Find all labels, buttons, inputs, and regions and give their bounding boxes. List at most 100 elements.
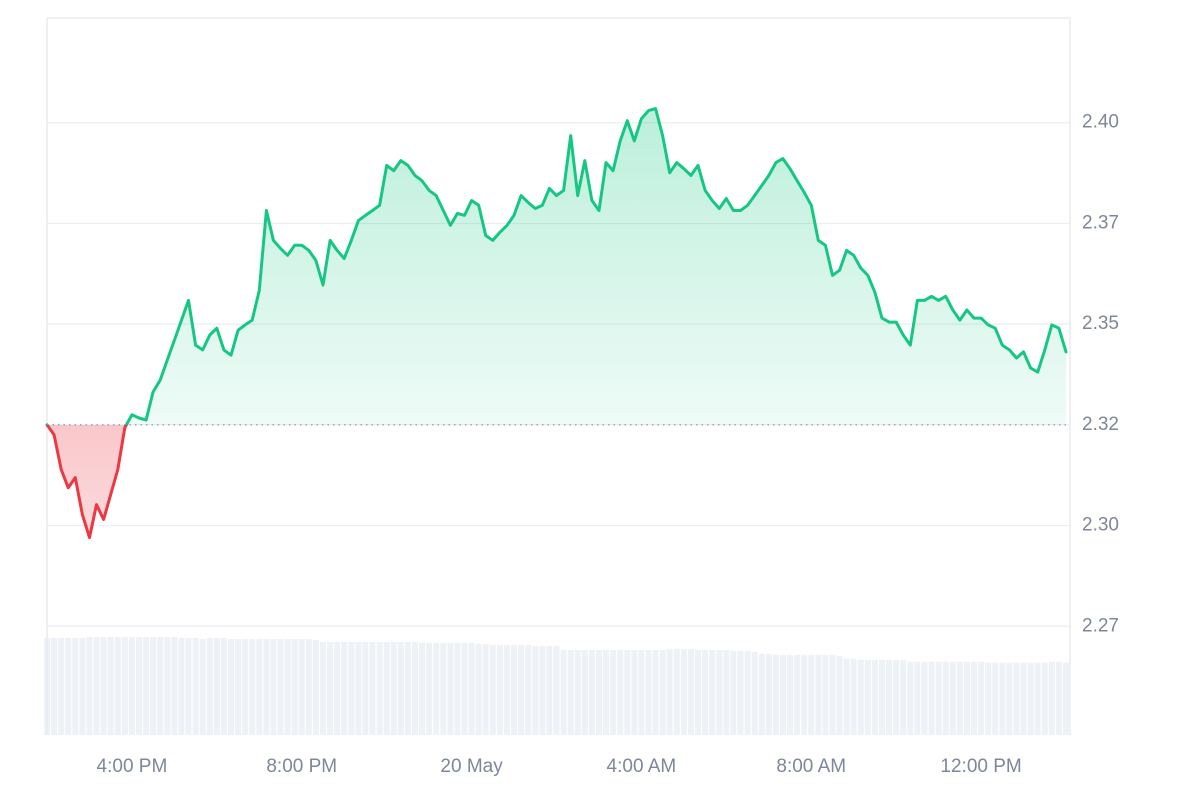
x-tick-label: 8:00 PM xyxy=(266,756,337,777)
volume-bar xyxy=(270,638,277,735)
volume-bar xyxy=(673,648,680,735)
volume-bar xyxy=(419,642,426,735)
volume-bar xyxy=(631,649,638,735)
volume-bar xyxy=(192,637,199,735)
volume-layer xyxy=(44,637,1069,735)
volume-bar xyxy=(624,649,631,735)
volume-bar xyxy=(794,654,801,735)
volume-bar xyxy=(121,637,128,735)
volume-bar xyxy=(390,641,397,735)
volume-bar xyxy=(765,653,772,735)
volume-bar xyxy=(815,654,822,735)
volume-bar xyxy=(935,661,942,735)
volume-bar xyxy=(687,648,694,735)
volume-bar xyxy=(100,637,107,735)
volume-bar xyxy=(277,638,284,735)
x-tick-label: 20 May xyxy=(440,756,503,777)
x-tick-label: 4:00 PM xyxy=(97,756,168,777)
y-tick-label: 2.37 xyxy=(1082,212,1119,233)
volume-bar xyxy=(567,649,574,735)
volume-bar xyxy=(227,638,234,735)
volume-bar xyxy=(928,661,935,735)
volume-bar xyxy=(963,661,970,735)
volume-bar xyxy=(206,637,213,735)
volume-bar xyxy=(949,661,956,735)
volume-bar xyxy=(808,654,815,735)
volume-bar xyxy=(426,642,433,735)
volume-bar xyxy=(560,649,567,735)
volume-bar xyxy=(956,661,963,735)
volume-bar xyxy=(751,651,758,735)
volume-bar xyxy=(397,641,404,735)
volume-bar xyxy=(220,637,227,735)
volume-bar xyxy=(334,641,341,735)
volume-bar xyxy=(1027,662,1034,735)
volume-bar xyxy=(65,637,72,735)
volume-bar xyxy=(185,637,192,735)
volume-bar xyxy=(263,638,270,735)
volume-bar xyxy=(1013,662,1020,735)
volume-bar xyxy=(921,661,928,735)
volume-bar xyxy=(942,661,949,735)
volume-bar xyxy=(610,649,617,735)
volume-bar xyxy=(822,654,829,735)
volume-bar xyxy=(107,637,114,735)
volume-bar xyxy=(518,644,525,735)
volume-bar xyxy=(461,642,468,735)
label-layer: 2.27 2.30 2.32 2.35 2.37 2.40 4:00 PM 8:00 PM 20… xyxy=(97,112,1119,777)
volume-bar xyxy=(114,637,121,735)
volume-bar xyxy=(850,658,857,735)
volume-bar xyxy=(93,637,100,735)
volume-bar xyxy=(787,654,794,735)
price-area xyxy=(47,108,1066,538)
volume-bar xyxy=(857,659,864,735)
volume-bar xyxy=(376,641,383,735)
volume-bar xyxy=(744,650,751,735)
volume-bar xyxy=(1020,662,1027,735)
volume-bar xyxy=(525,644,532,735)
volume-bar xyxy=(348,641,355,735)
volume-bar xyxy=(801,654,808,735)
volume-bar xyxy=(511,644,518,735)
volume-bar xyxy=(164,637,171,735)
volume-bar xyxy=(716,649,723,735)
volume-bar xyxy=(772,654,779,735)
volume-bar xyxy=(871,659,878,735)
volume-bar xyxy=(999,662,1006,735)
volume-bar xyxy=(1055,661,1062,735)
volume-bar xyxy=(702,649,709,735)
volume-bar xyxy=(1063,662,1069,735)
volume-bar xyxy=(978,661,985,735)
volume-bar xyxy=(638,649,645,735)
volume-bar xyxy=(971,661,978,735)
volume-bar xyxy=(914,661,921,735)
volume-bar xyxy=(305,638,312,735)
volume-bar xyxy=(1048,661,1055,735)
volume-bar xyxy=(256,638,263,735)
volume-bar xyxy=(178,637,185,735)
y-tick-label: 2.27 xyxy=(1082,615,1119,636)
volume-bar xyxy=(709,649,716,735)
volume-bar xyxy=(843,658,850,735)
volume-bar xyxy=(992,662,999,735)
volume-bar xyxy=(496,644,503,735)
volume-bar xyxy=(893,659,900,735)
volume-bar xyxy=(603,649,610,735)
volume-bar xyxy=(86,637,93,735)
volume-bar xyxy=(341,641,348,735)
volume-bar xyxy=(199,638,206,735)
volume-bar xyxy=(900,659,907,735)
volume-bar xyxy=(150,637,157,735)
volume-bar xyxy=(319,641,326,735)
volume-bar xyxy=(588,649,595,735)
price-line xyxy=(45,107,1068,540)
x-tick-label: 12:00 PM xyxy=(940,756,1021,777)
volume-bar xyxy=(51,637,58,735)
volume-bar xyxy=(737,650,744,735)
y-tick-label: 2.40 xyxy=(1082,112,1119,133)
volume-bar xyxy=(723,649,730,735)
volume-bar xyxy=(1041,662,1048,735)
volume-bar xyxy=(242,638,249,735)
